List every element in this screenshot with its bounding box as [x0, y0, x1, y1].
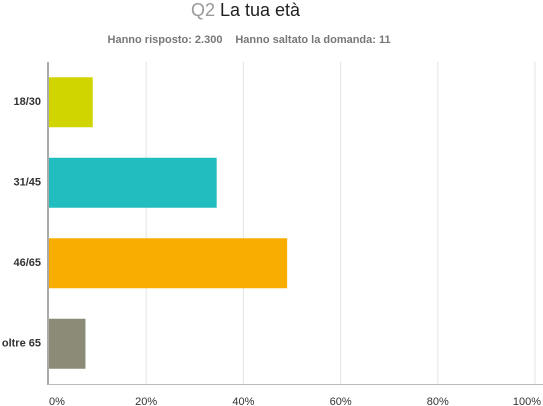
x-tick-label: 60%	[330, 396, 352, 406]
y-tick-label: 18/30	[13, 96, 41, 108]
bar	[49, 157, 217, 208]
bar	[49, 238, 288, 289]
y-tick-label: 31/45	[13, 177, 41, 189]
skipped-count: Hanno saltato la domanda: 11	[235, 34, 390, 46]
answered-count: Hanno risposto: 2.300	[108, 34, 223, 46]
x-tick-label: 0%	[49, 396, 65, 406]
y-tick-label: oltre 65	[2, 338, 41, 350]
x-tick-label: 100%	[513, 396, 541, 406]
x-tick-label: 20%	[135, 396, 157, 406]
x-tick-label: 40%	[232, 396, 254, 406]
question-number: Q2	[191, 0, 215, 20]
x-tick-label: 80%	[427, 396, 449, 406]
plot-area	[49, 62, 536, 384]
bar	[49, 318, 86, 369]
y-tick-label: 46/65	[13, 257, 41, 269]
bar	[49, 77, 93, 128]
chart-title: La tua età	[220, 0, 301, 20]
